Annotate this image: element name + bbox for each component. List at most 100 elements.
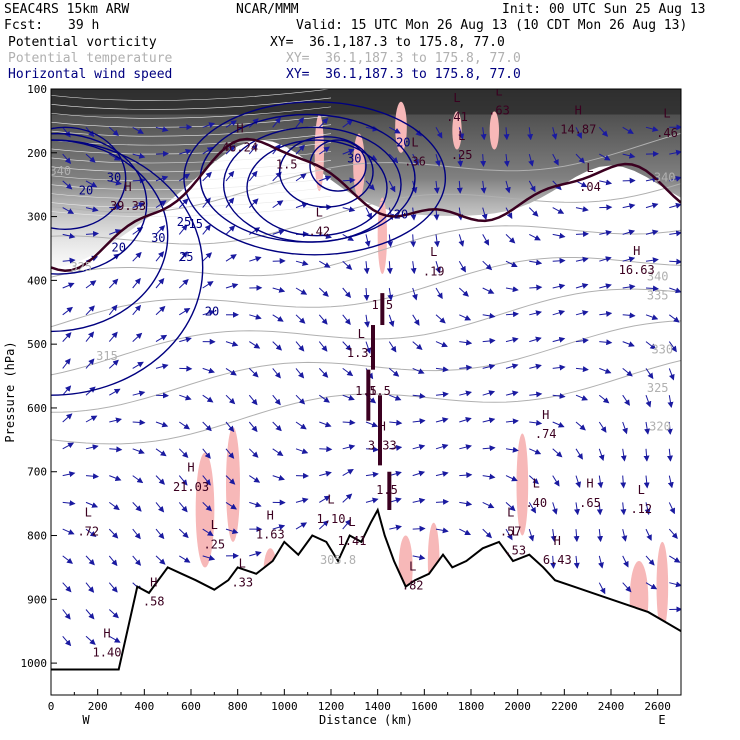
wind-vector xyxy=(482,312,496,319)
wind-vector xyxy=(342,119,354,128)
isotach-label: 25 xyxy=(179,250,193,264)
wind-vector xyxy=(85,153,96,163)
wind-vector xyxy=(435,366,449,373)
stratospheric-isentrope xyxy=(51,204,332,217)
wind-vector xyxy=(505,446,519,453)
wind-vector xyxy=(575,153,585,164)
y-tick-label: 1000 xyxy=(21,657,48,670)
wind-vector xyxy=(132,555,142,566)
wind-vector xyxy=(225,528,239,535)
wind-vector xyxy=(575,475,582,488)
wind-vector xyxy=(202,528,214,537)
wind-vector xyxy=(459,528,471,535)
x-axis-title: Distance (km) xyxy=(319,713,413,727)
extremum-marker: H xyxy=(103,627,110,641)
wind-vector xyxy=(62,555,73,564)
x-tick-label: 1600 xyxy=(411,700,438,713)
wind-vector xyxy=(528,502,537,514)
wind-vector xyxy=(249,313,262,320)
wind-vector xyxy=(342,444,356,451)
wind-vector xyxy=(108,126,119,137)
wind-vector xyxy=(668,502,675,515)
wind-vector xyxy=(272,474,285,481)
wind-vector xyxy=(596,502,603,516)
x-tick-label: 2400 xyxy=(598,700,625,713)
east-label: E xyxy=(658,713,665,727)
wind-vector xyxy=(458,287,469,297)
wind-vector xyxy=(645,126,659,132)
wind-vector xyxy=(552,448,563,458)
wind-vector xyxy=(108,359,119,369)
wind-vector xyxy=(389,419,403,426)
wind-vector xyxy=(319,260,331,268)
wind-vector xyxy=(435,471,449,477)
wind-vector xyxy=(644,502,651,516)
wind-vector xyxy=(179,148,192,155)
wind-vector xyxy=(669,555,681,563)
wind-vector xyxy=(459,472,473,479)
extremum-marker: L xyxy=(358,327,365,341)
wind-vector xyxy=(109,388,121,396)
wind-vector xyxy=(528,207,539,217)
wind-vector xyxy=(202,309,216,316)
wind-vector xyxy=(342,148,355,155)
wind-vector xyxy=(575,337,589,344)
wind-vector xyxy=(295,173,307,182)
wind-vector xyxy=(155,392,169,399)
wind-vector xyxy=(85,555,95,566)
wind-vector xyxy=(202,475,211,486)
y-tick-label: 200 xyxy=(27,147,47,160)
wind-vector xyxy=(388,180,396,193)
wind-vector xyxy=(622,421,628,435)
wind-vector xyxy=(178,224,188,235)
wind-vector xyxy=(645,582,658,590)
pv-contour-label: 1.5 xyxy=(355,384,377,398)
wind-vector xyxy=(459,417,472,423)
wind-vector xyxy=(621,528,628,542)
wind-vector xyxy=(575,231,589,238)
isotach-contour xyxy=(246,139,388,237)
wind-vector xyxy=(319,446,333,453)
wind-vector xyxy=(318,287,329,297)
wind-vector xyxy=(669,230,681,237)
isotach-label: 20 xyxy=(111,241,125,255)
wind-vector xyxy=(622,126,634,134)
wind-vector xyxy=(62,385,72,396)
extremum-value: .65 xyxy=(579,496,601,510)
wind-vector xyxy=(85,415,98,423)
wind-vector xyxy=(552,207,565,214)
wind-vector xyxy=(598,394,610,404)
wind-vector xyxy=(622,229,636,236)
isotach-label: 30 xyxy=(347,151,361,165)
wind-vector xyxy=(85,230,99,237)
wind-vector xyxy=(155,278,165,289)
isotach-contour xyxy=(278,136,374,208)
wind-vector xyxy=(132,152,146,159)
extremum-value: 46.24 xyxy=(222,141,258,155)
isotach-contour xyxy=(222,126,402,243)
wind-vector xyxy=(550,529,557,542)
extremum-marker: L xyxy=(638,483,645,497)
extremum-marker: H xyxy=(124,180,131,194)
wind-vector xyxy=(552,283,566,290)
extremum-marker: L xyxy=(239,556,246,570)
isentrope-label: 325 xyxy=(70,260,92,274)
wind-vector xyxy=(342,260,353,270)
extremum-marker: L xyxy=(316,206,323,220)
extremum-marker: L xyxy=(211,518,218,532)
wind-vector xyxy=(599,310,613,317)
wind-vector xyxy=(459,390,472,397)
wind-vector xyxy=(669,175,681,182)
wind-vector xyxy=(503,154,510,167)
wind-vector xyxy=(599,229,612,236)
extremum-marker: H xyxy=(150,576,157,590)
wind-vector xyxy=(411,287,418,301)
wind-vector xyxy=(155,251,165,262)
wind-vector xyxy=(503,127,510,141)
wind-vector xyxy=(178,251,188,262)
y-tick-label: 400 xyxy=(27,274,47,287)
wind-vector xyxy=(225,340,239,347)
extremum-value: .33 xyxy=(231,576,253,590)
wind-vector xyxy=(202,281,214,289)
isentrope-label: 340 xyxy=(647,269,669,283)
